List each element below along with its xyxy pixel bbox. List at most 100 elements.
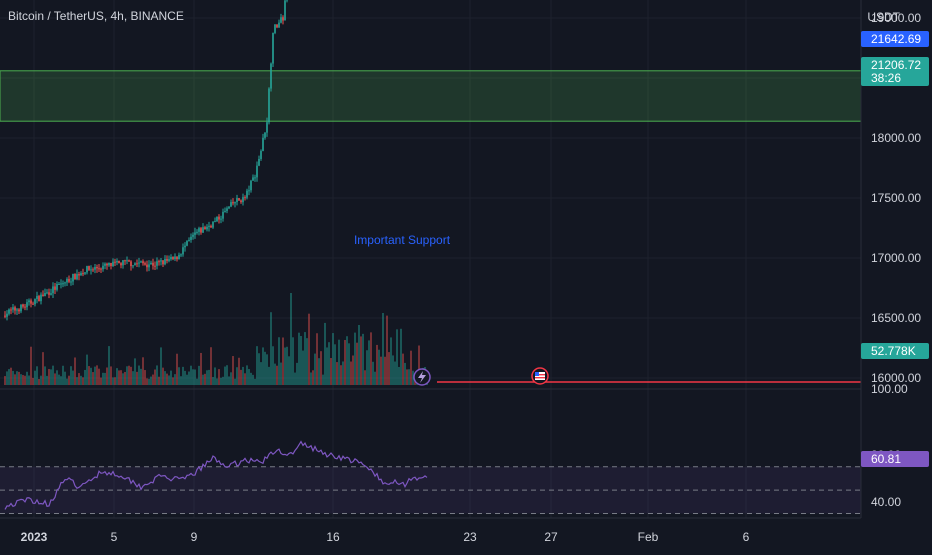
volume-bar	[278, 337, 280, 385]
candle-body	[226, 208, 228, 211]
candle-body	[244, 197, 246, 198]
candle-body	[84, 272, 86, 273]
candle-body	[188, 240, 190, 241]
candle-body	[232, 202, 234, 203]
volume-bar	[260, 362, 262, 385]
volume-bar	[344, 340, 346, 385]
volume-bar	[280, 363, 282, 385]
volume-bar	[302, 351, 304, 385]
candle-body	[74, 274, 76, 279]
volume-bar	[30, 347, 32, 385]
candle-body	[20, 304, 22, 311]
volume-bar	[68, 376, 70, 385]
volume-bar	[136, 372, 138, 385]
volume-bar	[352, 356, 354, 385]
volume-bar	[286, 347, 288, 385]
candle-body	[10, 309, 12, 310]
volume-bar	[18, 372, 20, 385]
candle-body	[162, 260, 164, 264]
time-tick-label: 6	[743, 530, 750, 544]
volume-bar	[206, 370, 208, 385]
candle-body	[14, 307, 16, 310]
candle-body	[200, 228, 202, 232]
candle-body	[78, 274, 80, 275]
volume-bar	[34, 371, 36, 385]
candle-body	[228, 207, 230, 209]
candle-body	[268, 89, 270, 123]
candle-body	[284, 0, 286, 20]
candle-body	[60, 283, 62, 284]
volume-bar	[188, 372, 190, 385]
candle-body	[32, 304, 34, 305]
volume-bar	[362, 334, 364, 385]
candle-body	[104, 264, 106, 266]
flag-canton	[535, 372, 539, 376]
volume-bar	[90, 368, 92, 385]
candle-body	[24, 307, 26, 308]
candle-body	[76, 274, 78, 279]
volume-bar	[244, 373, 246, 385]
candle-body	[256, 166, 258, 178]
candle-body	[52, 286, 54, 293]
volume-bar	[164, 371, 166, 385]
volume-bar	[334, 344, 336, 385]
volume-bar	[324, 323, 326, 385]
volume-bar	[10, 368, 12, 385]
volume-bar	[56, 370, 58, 385]
volume-bar	[326, 347, 328, 385]
volume-bar	[154, 370, 156, 385]
candle-body	[166, 259, 168, 261]
volume-bar	[144, 370, 146, 385]
volume-bar	[114, 377, 116, 385]
candle-body	[184, 246, 186, 248]
volume-bar	[82, 377, 84, 385]
volume-bar	[120, 370, 122, 385]
candle-body	[124, 260, 126, 261]
candle-body	[216, 217, 218, 221]
volume-bar	[354, 333, 356, 385]
candle-body	[42, 295, 44, 296]
volume-bar	[212, 377, 214, 385]
candle-body	[22, 304, 24, 306]
volume-bar	[348, 343, 350, 385]
volume-bar	[266, 354, 268, 385]
volume-bar	[46, 376, 48, 385]
candle-body	[128, 260, 130, 261]
volume-bar	[162, 368, 164, 385]
candle-body	[144, 263, 146, 264]
support-zone	[0, 71, 861, 121]
volume-value-label: 52.778K	[871, 344, 916, 358]
volume-bar	[328, 342, 330, 385]
volume-bar	[306, 338, 308, 385]
candle-body	[154, 266, 156, 267]
volume-bar	[12, 371, 14, 385]
candle-body	[58, 284, 60, 285]
volume-bar	[86, 355, 88, 385]
volume-bar	[338, 340, 340, 385]
support-zone-label: Important Support	[354, 233, 451, 247]
candle-body	[48, 292, 50, 294]
volume-bar	[140, 369, 142, 385]
volume-bar	[44, 366, 46, 385]
volume-bar	[216, 378, 218, 385]
candle-body	[114, 262, 116, 263]
candle-body	[218, 217, 220, 220]
volume-bar	[402, 354, 404, 385]
volume-bar	[80, 376, 82, 385]
candle-body	[90, 269, 92, 270]
volume-bar	[294, 373, 296, 385]
volume-bar	[264, 352, 266, 385]
price-tick-label: 17500.00	[871, 191, 921, 205]
volume-bar	[288, 356, 290, 385]
candle-body	[132, 265, 134, 266]
volume-bar	[378, 350, 380, 385]
candle-body	[6, 314, 8, 317]
candle-body	[252, 177, 254, 180]
volume-bar	[102, 373, 104, 385]
candle-body	[26, 302, 28, 307]
volume-bar	[390, 337, 392, 385]
volume-bar	[74, 357, 76, 385]
candle-body	[262, 138, 264, 151]
